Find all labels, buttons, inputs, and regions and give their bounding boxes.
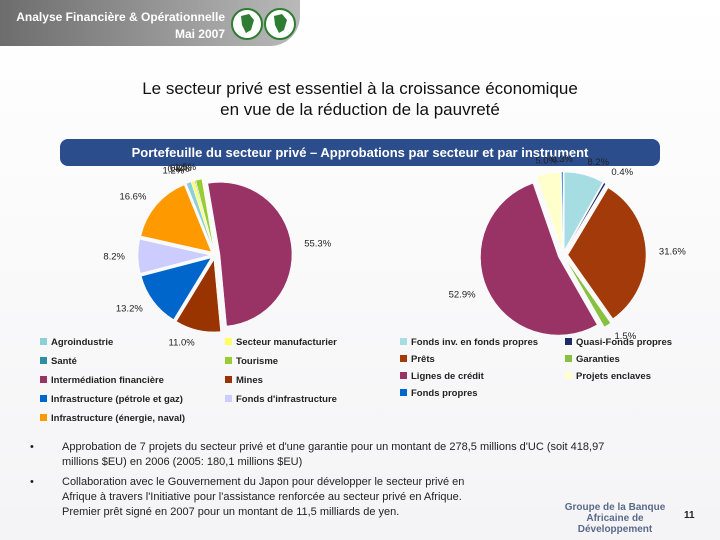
legend-swatch bbox=[40, 338, 47, 345]
legend-swatch bbox=[40, 414, 47, 421]
legend-label: Tourisme bbox=[236, 356, 278, 367]
pie-slice bbox=[567, 187, 647, 319]
legend-swatch bbox=[40, 395, 47, 402]
legend-label: Intermédiation financière bbox=[51, 375, 164, 386]
legend-swatch bbox=[400, 355, 407, 362]
legend-swatch bbox=[225, 357, 232, 364]
legend-label: Prêts bbox=[411, 354, 435, 365]
legend-swatch bbox=[40, 357, 47, 364]
pie-slice bbox=[137, 239, 211, 274]
logos bbox=[231, 8, 296, 40]
legend-swatch bbox=[225, 395, 232, 402]
slice-label: 11.0% bbox=[169, 338, 196, 349]
slice-label: 16.6% bbox=[119, 192, 146, 203]
bullet-text: Collaboration avec le Gouvernement du Ja… bbox=[62, 476, 465, 518]
legend-label: Quasi-Fonds propres bbox=[576, 337, 672, 348]
legend-label: Lignes de crédit bbox=[411, 371, 485, 382]
bullet-text: Approbation de 7 projets du secteur priv… bbox=[62, 441, 605, 468]
pie-slice bbox=[185, 181, 214, 251]
slice-label: 52.9% bbox=[449, 290, 476, 301]
slice-label: 13.2% bbox=[116, 304, 143, 315]
legend-swatch bbox=[565, 338, 572, 345]
slice-label: 0.4% bbox=[611, 167, 633, 178]
legend-swatch bbox=[400, 338, 407, 345]
slice-label: 8.2% bbox=[587, 157, 609, 168]
pie-slice bbox=[176, 259, 221, 333]
slide-title: Le secteur privé est essentiel à la croi… bbox=[60, 78, 660, 120]
slice-label: 1.5% bbox=[614, 331, 636, 342]
footer-org: Groupe de la Banque Africaine de Développ… bbox=[560, 502, 670, 535]
slice-label: 0.2% bbox=[170, 163, 192, 174]
legend-swatch bbox=[400, 389, 407, 396]
legend-label: Fonds propres bbox=[411, 388, 478, 399]
legend-label: Infrastructure (énergie, naval) bbox=[51, 413, 185, 424]
pie-slice bbox=[565, 182, 607, 251]
legend-swatch bbox=[400, 372, 407, 379]
pie-slice bbox=[564, 171, 604, 252]
slice-label: 1.5% bbox=[174, 162, 196, 173]
slice-label: 1.2% bbox=[163, 165, 185, 176]
bullet: • Collaboration avec le Gouvernement du J… bbox=[30, 475, 500, 520]
legend-swatch bbox=[565, 355, 572, 362]
legend-swatch bbox=[40, 376, 47, 383]
pie-slice bbox=[195, 178, 215, 251]
bullet: • Approbation de 7 projets du secteur pri… bbox=[30, 440, 610, 470]
legend-label: Infrastructure (pétrole et gaz) bbox=[51, 394, 183, 405]
legend-label: Mines bbox=[236, 375, 263, 386]
legend-label: Santé bbox=[51, 356, 77, 367]
legend-label: Fonds inv. en fonds propres bbox=[411, 337, 538, 348]
footer-line: Africaine de Développement bbox=[577, 513, 653, 535]
pie-slice bbox=[140, 184, 212, 253]
pie-slice bbox=[207, 182, 293, 327]
legend-label: Fonds d'infrastructure bbox=[236, 394, 337, 405]
banner: Portefeuille du secteur privé – Approbat… bbox=[60, 139, 660, 166]
legend-label: Projets enclaves bbox=[576, 371, 651, 382]
slice-label: 8.2% bbox=[103, 252, 125, 263]
pie-slice bbox=[561, 171, 564, 251]
legend-label: Secteur manufacturier bbox=[236, 337, 337, 348]
pie-slice bbox=[565, 259, 611, 328]
title-line: en vue de la réduction de la pauvreté bbox=[220, 100, 500, 119]
slice-label: 55.3% bbox=[304, 238, 331, 249]
pie-slice bbox=[141, 257, 212, 320]
legend-label: Garanties bbox=[576, 354, 620, 365]
page-number: 11 bbox=[684, 510, 695, 521]
slice-label: 0.3% bbox=[551, 154, 573, 165]
legend-swatch bbox=[225, 376, 232, 383]
legend-swatch bbox=[225, 338, 232, 345]
slice-label: 31.6% bbox=[659, 247, 686, 258]
legend-swatch bbox=[565, 372, 572, 379]
header-title: Analyse Financière & Opérationnelle bbox=[16, 10, 225, 24]
pie-slice bbox=[536, 171, 563, 251]
legend-label: Agroindustrie bbox=[51, 337, 113, 348]
header-date: Mai 2007 bbox=[174, 27, 225, 41]
footer-line: Groupe de la Banque bbox=[564, 502, 666, 513]
pie-slice bbox=[480, 183, 598, 336]
slice-label: 5.0% bbox=[535, 155, 557, 166]
slice-label: 0.8% bbox=[168, 164, 190, 175]
header-band: Analyse Financière & Opérationnelle Mai … bbox=[0, 0, 300, 46]
title-line: Le secteur privé est essentiel à la croi… bbox=[142, 79, 578, 98]
